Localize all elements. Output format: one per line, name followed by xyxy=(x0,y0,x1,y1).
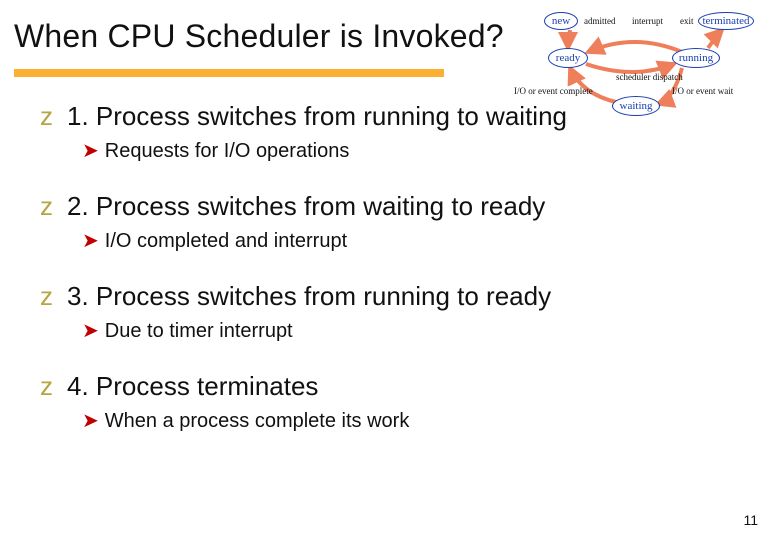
diagram-arrow xyxy=(588,42,682,52)
item-sub-text: I/O completed and interrupt xyxy=(105,230,347,253)
item-sub-text: Due to timer interrupt xyxy=(105,320,293,343)
item-main-text: 3. Process switches from running to read… xyxy=(67,281,551,312)
bullet-z-icon: z xyxy=(40,373,53,399)
item-main-text: 1. Process switches from running to wait… xyxy=(67,101,567,132)
diagram-label-io_wait: I/O or event wait xyxy=(672,86,733,96)
state-node-terminated: terminated xyxy=(698,12,754,30)
state-node-waiting: waiting xyxy=(612,96,660,116)
item-sub-text: Requests for I/O operations xyxy=(105,140,350,163)
state-node-running: running xyxy=(672,48,720,68)
diagram-label-io_complete: I/O or event complete xyxy=(514,86,593,96)
process-state-diagram: new terminated ready running waiting admitted… xyxy=(522,6,752,126)
diagram-arrow xyxy=(570,68,616,102)
page-number: 11 xyxy=(743,512,758,528)
list-item: z 2. Process switches from waiting to rea… xyxy=(40,191,766,253)
item-sub-text: When a process complete its work xyxy=(105,410,410,433)
diagram-arrow xyxy=(708,30,722,48)
bullet-z-icon: z xyxy=(40,103,53,129)
diagram-arrow xyxy=(586,64,674,72)
item-main-text: 4. Process terminates xyxy=(67,371,318,402)
list-item: z 4. Process terminates ➤ When a process co… xyxy=(40,371,766,433)
diagram-arrow xyxy=(568,30,570,48)
sub-bullet-icon: ➤ xyxy=(82,141,99,161)
state-node-ready: ready xyxy=(548,48,588,68)
diagram-label-interrupt: interrupt xyxy=(632,16,663,26)
state-node-new: new xyxy=(544,12,578,30)
diagram-label-exit: exit xyxy=(680,16,694,26)
sub-bullet-icon: ➤ xyxy=(82,411,99,431)
bullet-z-icon: z xyxy=(40,283,53,309)
item-main-text: 2. Process switches from waiting to read… xyxy=(67,191,545,222)
content-list: z 1. Process switches from running to wai… xyxy=(14,101,766,433)
diagram-label-dispatch: scheduler dispatch xyxy=(616,72,683,82)
diagram-label-admitted: admitted xyxy=(584,16,616,26)
bullet-z-icon: z xyxy=(40,193,53,219)
sub-bullet-icon: ➤ xyxy=(82,321,99,341)
sub-bullet-icon: ➤ xyxy=(82,231,99,251)
list-item: z 3. Process switches from running to rea… xyxy=(40,281,766,343)
title-underline xyxy=(14,69,444,77)
